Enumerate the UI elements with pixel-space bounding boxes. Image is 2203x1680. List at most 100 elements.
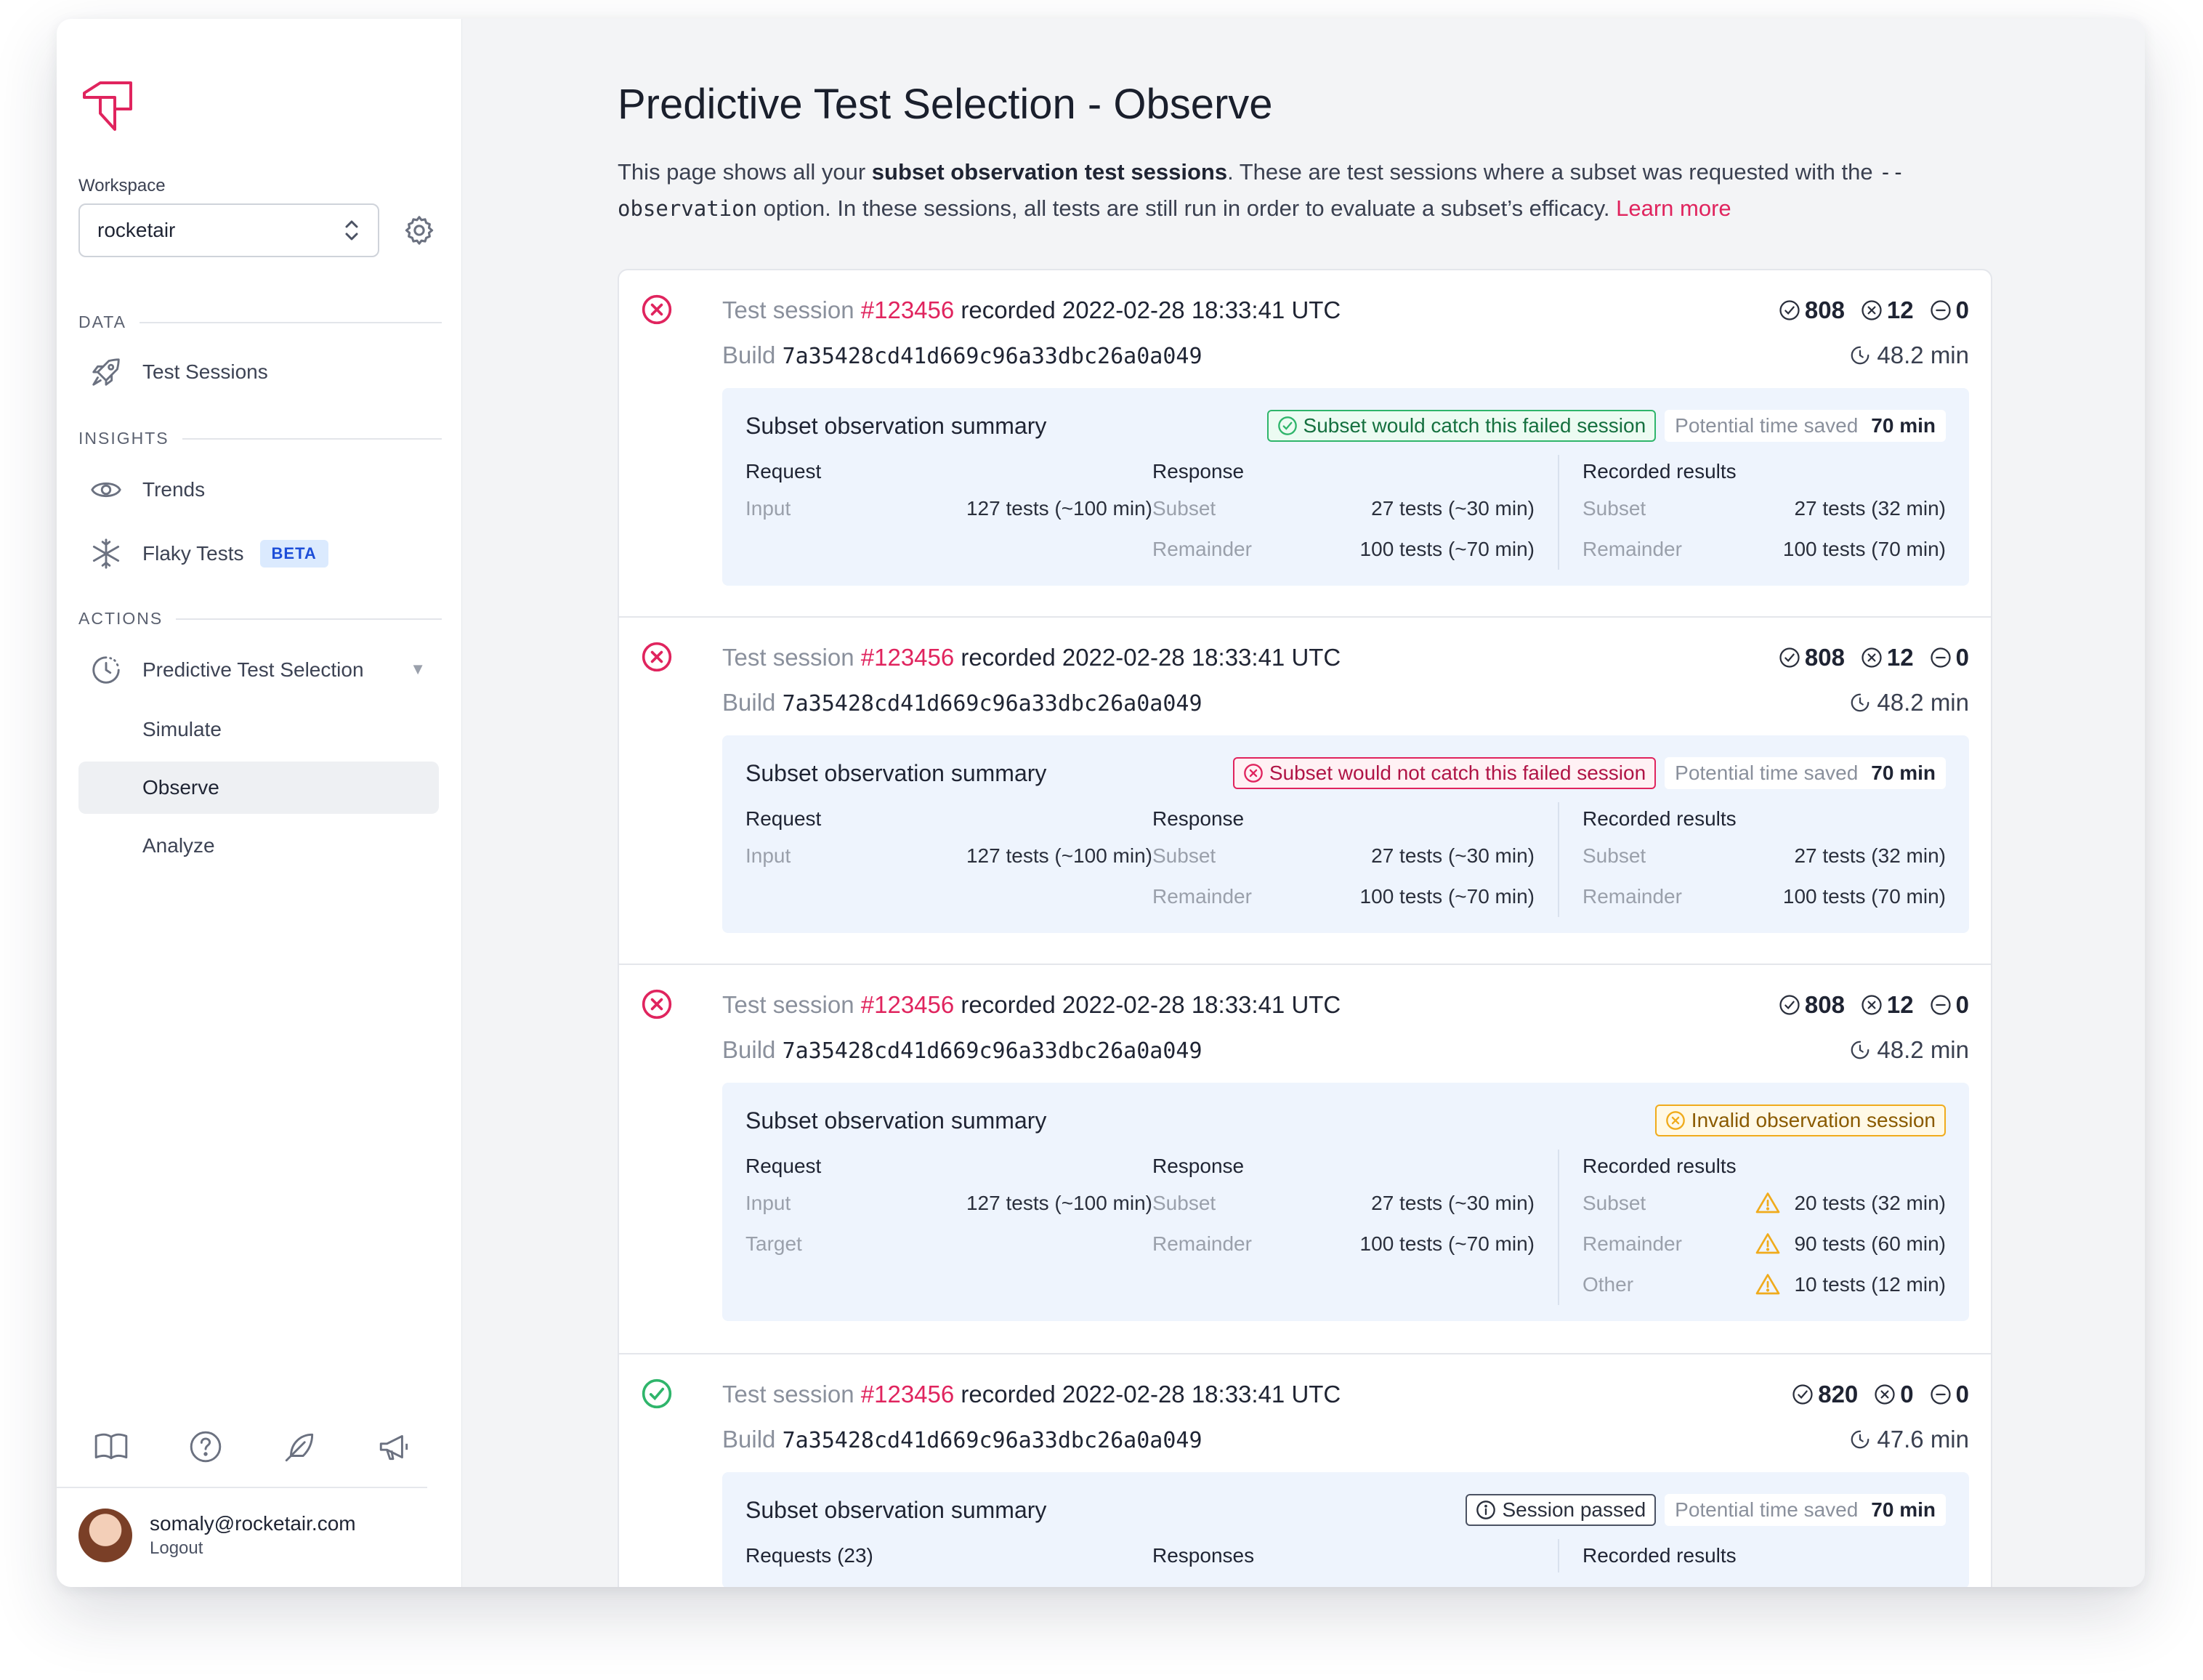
x-circle-icon <box>1875 1384 1895 1405</box>
request-header: Request <box>745 460 822 482</box>
book-icon[interactable] <box>93 1429 129 1465</box>
section-actions: ACTIONS <box>78 609 442 629</box>
passed-count: 808 <box>1804 296 1845 323</box>
request-header: Request <box>745 1155 822 1177</box>
help-icon[interactable] <box>187 1429 224 1465</box>
section-data-label: DATA <box>78 312 126 331</box>
clock-icon <box>1851 1041 1869 1059</box>
nav-analyze-label: Analyze <box>142 834 215 857</box>
time-saved-value: 70 min <box>1871 762 1936 784</box>
session-number-link[interactable]: #123456 <box>860 296 955 323</box>
recorded-label: recorded <box>961 296 1056 323</box>
observation-summary: Subset observation summary Subset would … <box>722 735 1969 933</box>
nav-flaky-tests[interactable]: Flaky Tests BETA <box>78 528 439 580</box>
session-list: Test session #123456 recorded 2022-02-28… <box>618 269 1992 1587</box>
session-timestamp: 2022-02-28 18:33:41 UTC <box>1062 991 1341 1018</box>
summary-title: Subset observation summary <box>745 1496 1047 1523</box>
session-duration: 48.2 min <box>1877 342 1969 368</box>
recorded-other-value: 10 tests (12 min) <box>1794 1273 1946 1296</box>
recorded-label: recorded <box>961 991 1056 1018</box>
clock-partial-icon <box>89 653 124 687</box>
session-row[interactable]: Test session #123456 recorded 2022-02-28… <box>619 618 1991 965</box>
session-build: Build 7a35428cd41d669c96a33dbc26a0a049 4… <box>641 671 1969 716</box>
feather-icon[interactable] <box>282 1429 318 1465</box>
passed-count: 808 <box>1804 644 1845 671</box>
section-divider <box>176 618 442 620</box>
session-row[interactable]: Test session #123456 recorded 2022-02-28… <box>619 270 1991 618</box>
remainder-label: Remainder <box>1152 885 1252 908</box>
check-circle-icon <box>1779 300 1800 320</box>
learn-more-link[interactable]: Learn more <box>1616 195 1731 221</box>
recorded-remainder-value: 90 tests (60 min) <box>1794 1232 1946 1255</box>
build-hash: 7a35428cd41d669c96a33dbc26a0a049 <box>782 1038 1202 1064</box>
response-subset-value: 27 tests (~30 min) <box>1371 1192 1535 1214</box>
build-hash: 7a35428cd41d669c96a33dbc26a0a049 <box>782 691 1202 716</box>
session-duration: 47.6 min <box>1877 1426 1969 1453</box>
gear-icon[interactable] <box>403 214 436 247</box>
remainder-label: Remainder <box>1582 885 1682 908</box>
nav-trends[interactable]: Trends <box>78 464 439 516</box>
response-header: Response <box>1152 1155 1245 1177</box>
logo-icon[interactable] <box>78 77 137 135</box>
workspace-select[interactable]: rocketair <box>78 203 379 257</box>
other-label: Other <box>1582 1273 1634 1296</box>
nav-analyze[interactable]: Analyze <box>78 820 439 872</box>
nav-observe[interactable]: Observe <box>78 762 439 814</box>
status-badge-label: Subset would catch this failed session <box>1303 414 1646 437</box>
failed-count: 12 <box>1886 296 1914 323</box>
response-subset-value: 27 tests (~30 min) <box>1371 497 1535 520</box>
build-label: Build <box>722 689 776 716</box>
session-header: Test session #123456 recorded 2022-02-28… <box>641 1354 1969 1408</box>
input-value: 127 tests (~100 min) <box>966 497 1152 520</box>
subset-label: Subset <box>1582 844 1646 867</box>
app-window: Workspace rocketair DATA Test Sessions I… <box>57 19 2145 1587</box>
nav-simulate-label: Simulate <box>142 718 222 740</box>
recorded-results-header: Recorded results <box>1582 1544 1737 1567</box>
skipped-count: 0 <box>1955 991 1969 1018</box>
session-number-link[interactable]: #123456 <box>860 644 955 671</box>
session-number-link[interactable]: #123456 <box>860 1381 955 1408</box>
megaphone-icon[interactable] <box>376 1429 413 1465</box>
check-circle-icon <box>1792 1384 1813 1405</box>
build-label: Build <box>722 1036 776 1063</box>
time-saved-value: 70 min <box>1871 414 1936 437</box>
test-session-label: Test session <box>722 991 854 1018</box>
response-remainder-value: 100 tests (~70 min) <box>1359 885 1535 908</box>
time-saved-label: Potential time saved <box>1675 414 1859 437</box>
user-profile: somaly@rocketair.com Logout <box>78 1509 356 1562</box>
test-counts: 808 12 0 <box>1779 991 1969 1019</box>
clock-icon <box>1851 346 1869 365</box>
skipped-count: 0 <box>1955 1381 1969 1408</box>
session-row[interactable]: Test session #123456 recorded 2022-02-28… <box>619 965 1991 1354</box>
status-badge: Subset would not catch this failed sessi… <box>1232 757 1657 789</box>
summary-title: Subset observation summary <box>745 759 1047 786</box>
session-row[interactable]: Test session #123456 recorded 2022-02-28… <box>619 1354 1991 1587</box>
snowflake-icon <box>89 536 124 571</box>
nav-trends-label: Trends <box>142 478 206 501</box>
recorded-remainder-value: 100 tests (70 min) <box>1782 538 1946 560</box>
recorded-subset-value: 20 tests (32 min) <box>1794 1192 1946 1214</box>
x-circle-icon <box>1862 995 1882 1015</box>
passed-status-icon <box>642 1378 672 1409</box>
page-intro: This page shows all your subset observat… <box>618 154 1984 227</box>
build-hash: 7a35428cd41d669c96a33dbc26a0a049 <box>782 344 1202 369</box>
nav-predictive-test-selection[interactable]: Predictive Test Selection ▼ <box>78 644 439 696</box>
warning-icon <box>1756 1233 1780 1254</box>
session-number-link[interactable]: #123456 <box>860 991 955 1018</box>
time-saved-value: 70 min <box>1871 1498 1936 1521</box>
eye-icon <box>89 472 124 507</box>
session-build: Build 7a35428cd41d669c96a33dbc26a0a049 4… <box>641 324 1969 369</box>
nav-test-sessions[interactable]: Test Sessions <box>78 346 439 398</box>
logout-link[interactable]: Logout <box>150 1538 203 1558</box>
main-content: Predictive Test Selection - Observe This… <box>462 19 2145 1587</box>
session-duration: 48.2 min <box>1877 689 1969 716</box>
minus-circle-icon <box>1931 647 1951 668</box>
session-build: Build 7a35428cd41d669c96a33dbc26a0a049 4… <box>641 1019 1969 1064</box>
test-session-label: Test session <box>722 296 854 323</box>
sidebar: Workspace rocketair DATA Test Sessions I… <box>57 19 462 1587</box>
subset-label: Subset <box>1152 844 1216 867</box>
nav-simulate[interactable]: Simulate <box>78 703 439 756</box>
warning-icon <box>1756 1274 1780 1295</box>
avatar[interactable] <box>78 1509 132 1562</box>
response-remainder-value: 100 tests (~70 min) <box>1359 1232 1535 1255</box>
